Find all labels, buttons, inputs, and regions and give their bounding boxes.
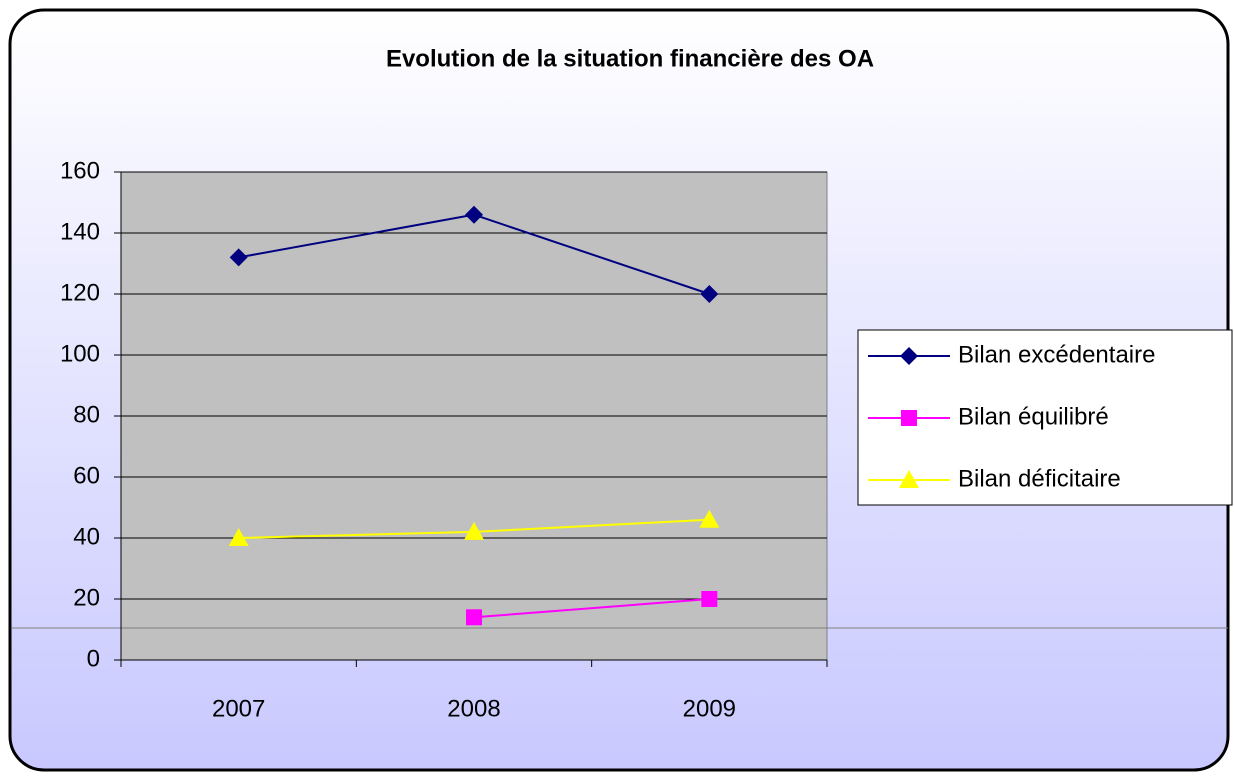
x-tick-label: 2007 xyxy=(212,695,265,722)
legend-label: Bilan équilibré xyxy=(958,403,1109,430)
data-point xyxy=(699,509,720,528)
data-point xyxy=(701,591,718,607)
y-tick-label: 100 xyxy=(60,340,100,367)
y-tick-label: 140 xyxy=(60,218,100,245)
data-point xyxy=(229,248,248,267)
data-point xyxy=(465,205,483,224)
data-point xyxy=(700,285,719,303)
y-tick-label: 120 xyxy=(60,279,100,306)
x-tick-label: 2009 xyxy=(683,695,736,722)
y-tick-label: 160 xyxy=(60,157,100,184)
y-tick-label: 40 xyxy=(73,523,100,550)
chart-title: Evolution de la situation financière des… xyxy=(386,45,874,72)
legend-marker xyxy=(899,470,919,488)
data-point xyxy=(466,609,482,626)
y-tick-label: 60 xyxy=(73,462,100,489)
legend-label: Bilan déficitaire xyxy=(958,465,1121,492)
legend-label: Bilan excédentaire xyxy=(958,341,1155,368)
y-tick-label: 80 xyxy=(73,401,100,428)
series-line xyxy=(473,598,710,619)
x-tick-label: 2008 xyxy=(447,695,500,722)
data-point xyxy=(464,521,484,540)
data-point xyxy=(228,528,249,546)
y-tick-label: 0 xyxy=(87,645,100,672)
y-tick-label: 20 xyxy=(73,584,100,611)
legend-marker xyxy=(901,410,917,426)
legend-marker xyxy=(900,347,918,365)
